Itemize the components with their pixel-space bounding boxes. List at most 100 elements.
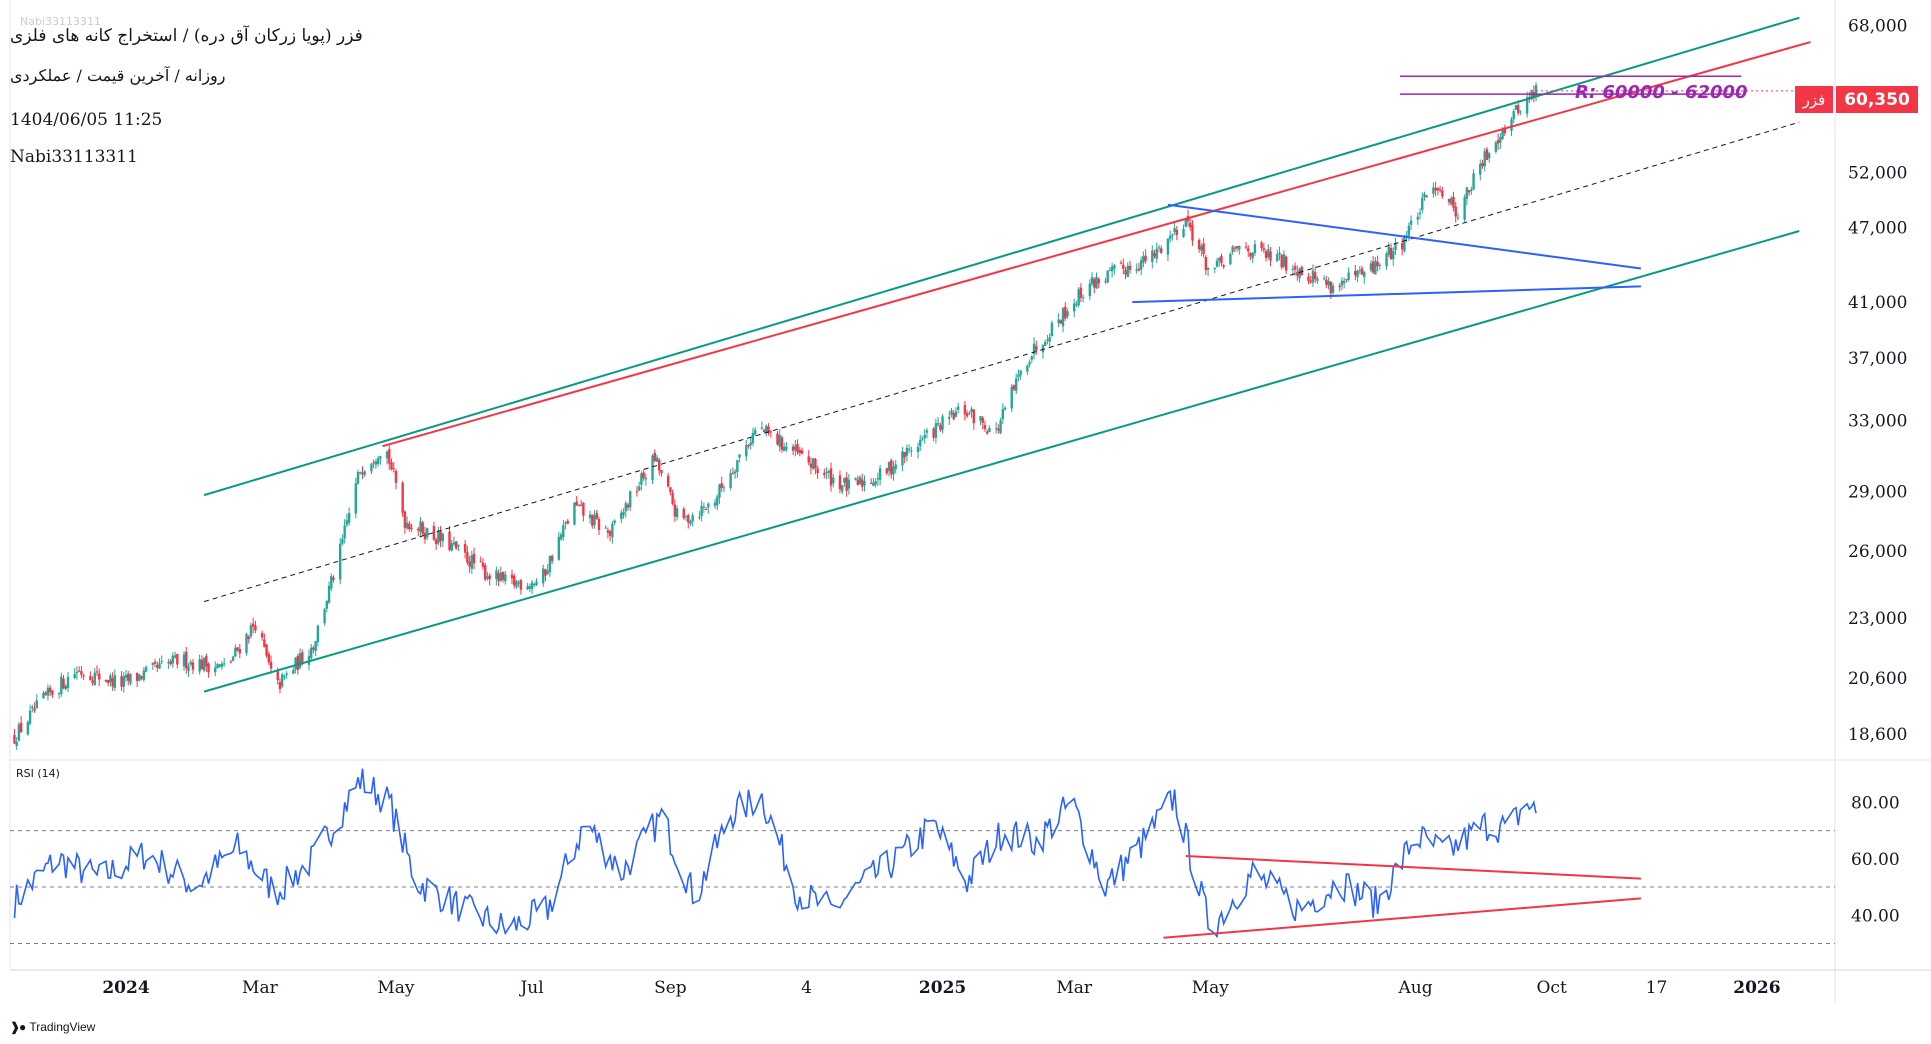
candle-body [745, 445, 748, 457]
time-tick-label: 17 [1646, 978, 1668, 998]
candle-body [1452, 196, 1455, 208]
candle-body [17, 724, 21, 741]
candle-body [1142, 256, 1145, 263]
candle-body [439, 531, 442, 542]
candle-body [1496, 140, 1500, 144]
candle-body [1358, 270, 1361, 272]
candle-body [939, 425, 942, 430]
candle-body [316, 625, 320, 643]
candle-body [869, 483, 873, 485]
candle-body [1400, 242, 1404, 250]
candle-body [611, 523, 614, 538]
candle-body [296, 655, 300, 670]
candle-body [1267, 249, 1270, 258]
candle-body [1077, 289, 1080, 306]
candle-body [776, 433, 779, 445]
candle-body [1347, 272, 1350, 280]
candle-body [374, 461, 378, 465]
candle-body [557, 536, 561, 560]
candle-body [573, 502, 576, 525]
candle-body [89, 676, 92, 681]
candle-body [452, 542, 456, 545]
candle-body [1184, 218, 1187, 227]
triangle-top-line [1167, 203, 1642, 270]
candle-body [932, 428, 935, 438]
candle-body [1015, 378, 1018, 391]
candle-body [468, 561, 471, 567]
candle-body [1073, 303, 1076, 312]
tradingview-branding[interactable]: ❱● TradingView [10, 1020, 95, 1034]
candle-body [597, 519, 601, 530]
candle-body [1309, 280, 1312, 283]
candle-body [626, 504, 630, 508]
candle-body [669, 487, 672, 493]
candle-body [1472, 173, 1475, 190]
rsi-tick-label: 80.00 [1851, 793, 1900, 813]
candle-body [845, 477, 848, 491]
candle-body [495, 570, 498, 580]
candle-body [1106, 270, 1109, 283]
candle-body [481, 562, 485, 567]
candle-body [486, 576, 489, 579]
candle-body [666, 475, 670, 487]
candle-body [66, 676, 70, 689]
candle-body [1432, 187, 1435, 194]
candle-body [113, 675, 117, 688]
candle-body [651, 455, 654, 481]
candle-body [1389, 247, 1393, 260]
candle-body [704, 509, 708, 511]
candle-body [1269, 251, 1272, 261]
tradingview-logo-icon: ❱● [10, 1020, 26, 1034]
candle-body [747, 444, 750, 446]
candle-body [135, 672, 139, 681]
candle-body [660, 470, 663, 474]
rsi-axis-ticks: 80.00 60.00 40.00 [1851, 793, 1900, 926]
candle-body [1215, 260, 1219, 267]
candle-body [267, 653, 271, 662]
candle-body [1519, 111, 1522, 113]
candle-body [658, 459, 661, 471]
candle-body [595, 512, 598, 519]
author-name: Nabi33113311 [10, 147, 138, 167]
candle-body [829, 468, 833, 486]
candle-body [847, 479, 851, 489]
candle-body [156, 665, 159, 668]
candle-body [950, 410, 953, 415]
candle-body [343, 525, 346, 539]
candle-body [1044, 342, 1047, 346]
candle-body [535, 581, 538, 585]
candle-body [1155, 248, 1158, 259]
candle-body [158, 663, 161, 669]
candle-body [519, 580, 523, 590]
candle-body [426, 528, 429, 538]
candle-body [1456, 217, 1460, 219]
candle-body [1479, 163, 1482, 175]
candle-body [577, 504, 581, 506]
candle-body [1061, 307, 1065, 327]
candle-body [542, 568, 545, 584]
candle-body [57, 693, 61, 695]
candle-body [517, 582, 520, 584]
price-tick-label: 47,000 [1848, 219, 1907, 239]
candle-body [988, 427, 991, 433]
candle-body [504, 574, 507, 582]
candle-body [827, 470, 830, 473]
candle-body [825, 471, 828, 473]
candle-body [484, 565, 487, 580]
candle-body [205, 655, 208, 667]
candle-body [994, 428, 998, 430]
candle-body [359, 471, 362, 473]
candle-body [604, 527, 607, 529]
candle-body [140, 676, 143, 679]
candle-body [738, 454, 741, 458]
price-tick-label: 33,000 [1848, 412, 1907, 432]
candle-body [796, 443, 799, 453]
candle-body [44, 692, 47, 695]
candle-body [1079, 287, 1083, 298]
candle-body [229, 661, 233, 663]
candle-body [1046, 339, 1049, 341]
candle-body [1385, 253, 1388, 267]
candle-body [1010, 386, 1013, 409]
candle-body [885, 468, 889, 474]
